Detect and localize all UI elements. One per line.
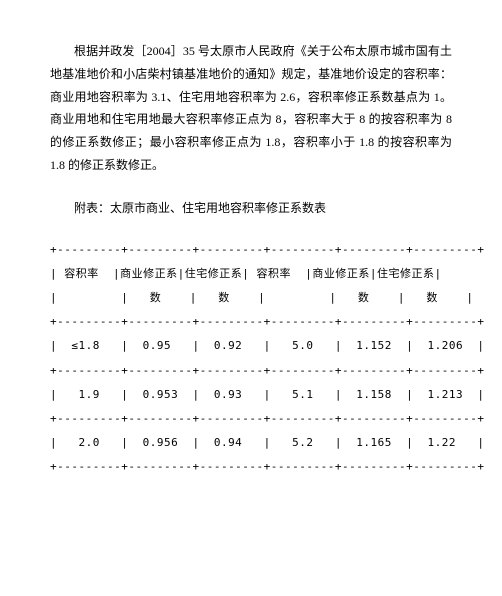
- table-title: 附表：太原市商业、住宅用地容积率修正系数表: [50, 197, 452, 220]
- table-border-top: +---------+---------+---------+---------…: [50, 238, 452, 262]
- table-row: | 1.9 | 0.953 | 0.93 | 5.1 | 1.158 | 1.2…: [50, 383, 452, 407]
- table-header-sub: | | 数 | 数 | | 数 | 数 |: [50, 286, 452, 310]
- table-row: | ≤1.8 | 0.95 | 0.92 | 5.0 | 1.152 | 1.2…: [50, 334, 452, 358]
- table-row: | 2.0 | 0.956 | 0.94 | 5.2 | 1.165 | 1.2…: [50, 431, 452, 455]
- intro-paragraph: 根据并政发［2004］35 号太原市人民政府《关于公布太原市城市国有土地基准地价…: [50, 40, 452, 177]
- table-border: +---------+---------+---------+---------…: [50, 359, 452, 383]
- table-border: +---------+---------+---------+---------…: [50, 407, 452, 431]
- table-border: +---------+---------+---------+---------…: [50, 310, 452, 334]
- table-border-bottom: +---------+---------+---------+---------…: [50, 455, 452, 479]
- table-header-row: | 容积率 |商业修正系|住宅修正系| 容积率 |商业修正系|住宅修正系|: [50, 262, 452, 286]
